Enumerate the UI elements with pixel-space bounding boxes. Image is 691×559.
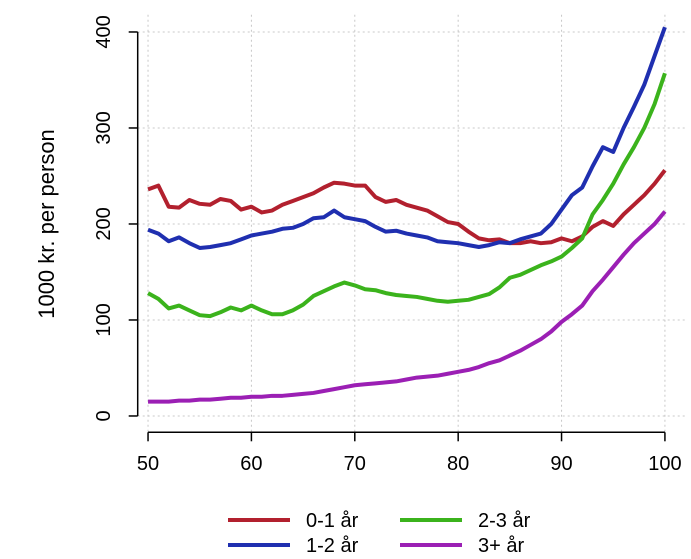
x-tick-label: 70 [344,453,366,475]
line-series [147,26,667,250]
x-tick-label: 50 [137,453,159,475]
y-tick-label: 0 [93,410,115,421]
legend-label: 1-2 år [306,535,359,554]
x-tick-label: 80 [447,453,469,475]
x-tick-label: 60 [240,453,262,475]
legend-label: 2-3 år [478,510,531,532]
legend-label: 0-1 år [306,510,359,532]
y-axis-label: 1000 kr. per person [34,129,59,319]
y-tick-label: 400 [93,15,115,48]
line-series [147,72,667,319]
x-tick-label: 90 [550,453,572,475]
legend-label: 3+ år [478,535,524,554]
y-tick-label: 200 [93,207,115,240]
x-tick-label: 100 [648,453,681,475]
line-series [147,169,667,246]
y-tick-label: 100 [93,303,115,336]
line-series [148,210,667,404]
y-tick-label: 300 [93,111,115,144]
